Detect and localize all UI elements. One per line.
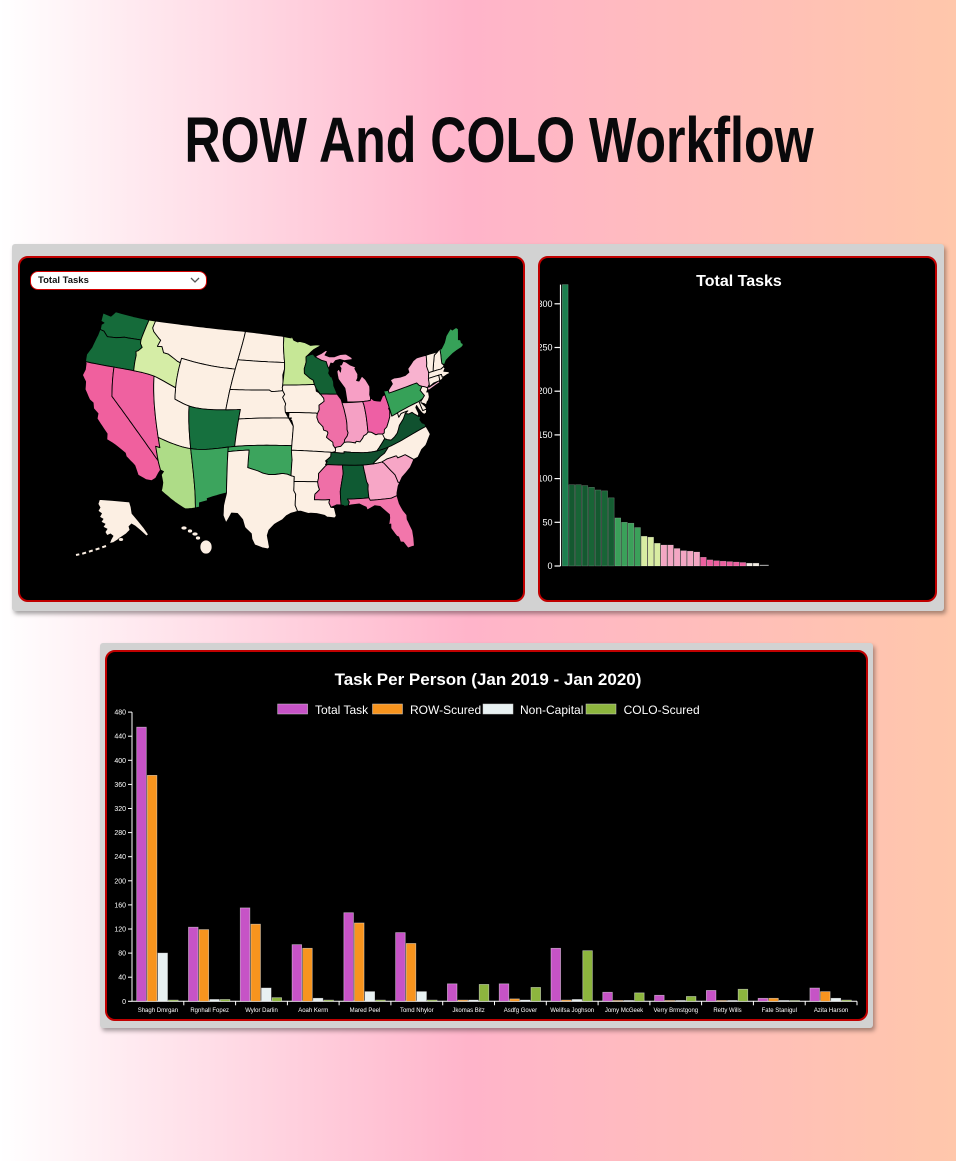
- svg-text:0: 0: [547, 561, 552, 571]
- svg-text:Tomd Nhylor: Tomd Nhylor: [400, 1008, 434, 1014]
- svg-text:120: 120: [114, 927, 126, 934]
- svg-text:Task Per Person (Jan 2019 - Ja: Task Per Person (Jan 2019 - Jan 2020): [335, 670, 642, 689]
- svg-text:Mared Peel: Mared Peel: [350, 1008, 381, 1014]
- svg-text:400: 400: [114, 758, 126, 765]
- svg-text:200: 200: [114, 878, 126, 885]
- svg-text:COLO-Scured: COLO-Scured: [624, 703, 700, 717]
- svg-text:Shagh Dmrgan: Shagh Dmrgan: [138, 1008, 178, 1014]
- svg-text:Rgnhall Fopez: Rgnhall Fopez: [190, 1008, 229, 1014]
- svg-text:Jomy McGeek: Jomy McGeek: [605, 1008, 644, 1014]
- svg-text:440: 440: [114, 734, 126, 741]
- svg-text:480: 480: [114, 710, 126, 717]
- svg-text:250: 250: [540, 343, 553, 353]
- svg-text:Verry Brmstgong: Verry Brmstgong: [653, 1008, 698, 1014]
- svg-text:Asdfg Gover: Asdfg Gover: [504, 1008, 537, 1014]
- svg-text:Total Task: Total Task: [315, 703, 369, 717]
- svg-text:Jkomas Bitz: Jkomas Bitz: [452, 1008, 484, 1014]
- svg-text:100: 100: [540, 474, 553, 484]
- svg-text:Non-Capital: Non-Capital: [520, 703, 583, 717]
- svg-text:280: 280: [114, 830, 126, 837]
- svg-text:Retty Wills: Retty Wills: [713, 1008, 741, 1014]
- svg-text:80: 80: [118, 951, 126, 958]
- svg-text:Azita Harson: Azita Harson: [814, 1008, 848, 1014]
- svg-text:160: 160: [114, 902, 126, 909]
- svg-text:300: 300: [540, 299, 553, 309]
- svg-text:0: 0: [122, 999, 126, 1006]
- svg-text:200: 200: [540, 386, 553, 396]
- svg-text:Wylor Darlin: Wylor Darlin: [245, 1008, 278, 1014]
- svg-text:240: 240: [114, 854, 126, 861]
- svg-text:320: 320: [114, 806, 126, 813]
- svg-text:360: 360: [114, 782, 126, 789]
- svg-text:50: 50: [542, 517, 552, 527]
- svg-text:Total Tasks: Total Tasks: [696, 273, 782, 290]
- svg-text:Aoah Kerm: Aoah Kerm: [298, 1008, 328, 1014]
- svg-text:150: 150: [540, 430, 553, 440]
- svg-text:ROW-Scured: ROW-Scured: [410, 703, 481, 717]
- svg-text:Fate Stanigul: Fate Stanigul: [762, 1008, 797, 1014]
- svg-text:40: 40: [118, 975, 126, 982]
- svg-text:Welifsa Joghson: Welifsa Joghson: [550, 1008, 594, 1014]
